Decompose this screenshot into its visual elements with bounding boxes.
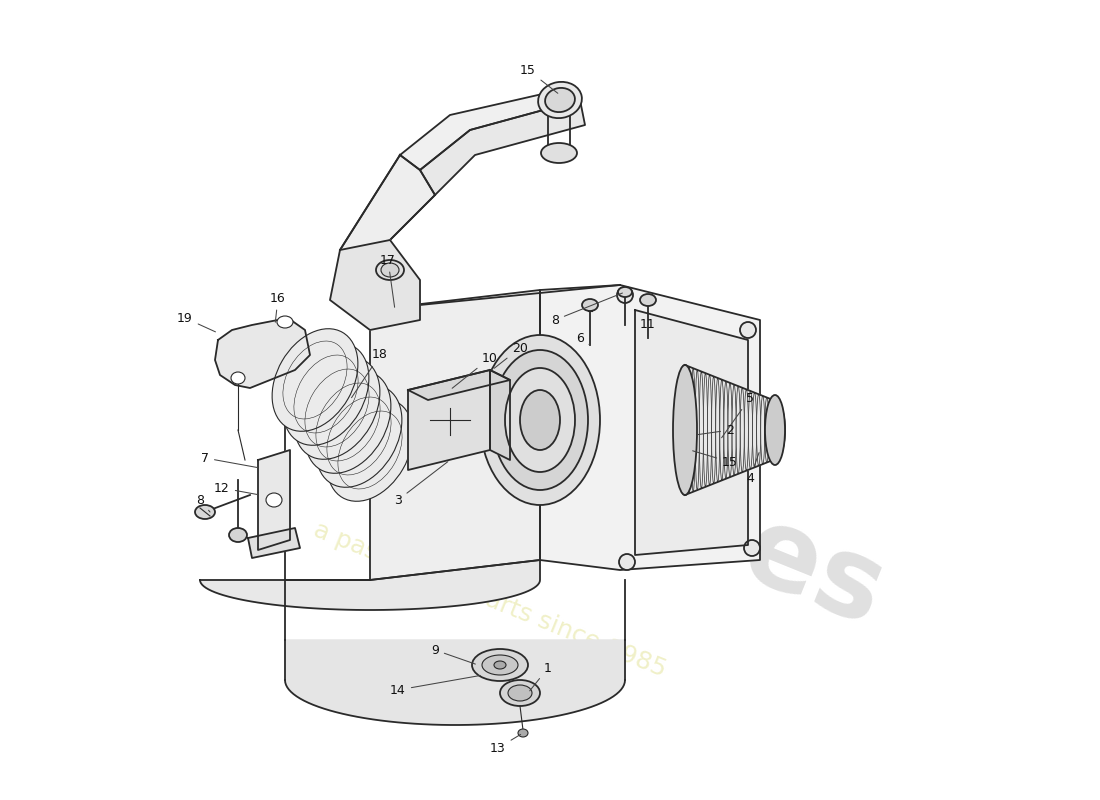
Text: 18: 18 (352, 349, 388, 398)
Ellipse shape (520, 390, 560, 450)
Ellipse shape (518, 729, 528, 737)
Ellipse shape (673, 365, 697, 495)
Ellipse shape (277, 316, 293, 328)
Text: 16: 16 (271, 291, 286, 322)
Polygon shape (420, 100, 585, 195)
Ellipse shape (675, 365, 695, 495)
Polygon shape (635, 310, 748, 555)
Ellipse shape (704, 373, 707, 487)
Ellipse shape (618, 287, 632, 297)
Ellipse shape (712, 376, 716, 484)
Ellipse shape (733, 385, 736, 475)
Ellipse shape (505, 368, 575, 472)
Text: 17: 17 (381, 254, 396, 307)
Ellipse shape (283, 342, 368, 446)
Ellipse shape (757, 394, 760, 466)
Ellipse shape (761, 396, 764, 464)
Ellipse shape (744, 540, 760, 556)
Text: 11: 11 (640, 318, 656, 338)
Ellipse shape (748, 391, 752, 469)
Ellipse shape (716, 378, 719, 482)
Polygon shape (214, 318, 310, 388)
Text: 19: 19 (177, 311, 216, 332)
Ellipse shape (316, 385, 402, 487)
Text: 3: 3 (394, 462, 448, 506)
Polygon shape (370, 290, 540, 580)
Text: 8: 8 (551, 293, 623, 326)
Ellipse shape (740, 388, 745, 472)
Ellipse shape (376, 260, 404, 280)
Text: 1: 1 (530, 662, 552, 691)
Ellipse shape (769, 399, 773, 461)
Ellipse shape (266, 493, 282, 507)
Polygon shape (200, 560, 540, 610)
Ellipse shape (508, 685, 532, 701)
Ellipse shape (231, 372, 245, 384)
Polygon shape (285, 640, 625, 725)
Ellipse shape (745, 390, 748, 470)
Text: 6: 6 (576, 331, 590, 345)
Ellipse shape (500, 680, 540, 706)
Polygon shape (685, 365, 775, 495)
Ellipse shape (229, 528, 248, 542)
Ellipse shape (538, 82, 582, 118)
Text: 13: 13 (491, 734, 520, 754)
Text: 7: 7 (201, 451, 257, 467)
Polygon shape (258, 450, 290, 550)
Text: euroPares: euroPares (270, 311, 899, 649)
Text: 15: 15 (693, 450, 738, 469)
Ellipse shape (707, 374, 712, 486)
Text: 5: 5 (722, 391, 754, 438)
Text: 4: 4 (746, 453, 759, 485)
Polygon shape (408, 370, 510, 400)
Ellipse shape (752, 393, 757, 467)
Ellipse shape (640, 294, 656, 306)
Text: 8: 8 (196, 494, 210, 512)
Text: 2: 2 (697, 423, 734, 437)
Polygon shape (490, 370, 510, 460)
Ellipse shape (482, 655, 518, 675)
Ellipse shape (381, 263, 399, 277)
Ellipse shape (728, 383, 732, 477)
Ellipse shape (724, 382, 728, 478)
Ellipse shape (691, 368, 695, 492)
Text: 12: 12 (214, 482, 257, 494)
Ellipse shape (617, 287, 632, 303)
Text: 15: 15 (520, 63, 558, 94)
Ellipse shape (719, 380, 724, 480)
Polygon shape (248, 528, 300, 558)
Ellipse shape (480, 335, 600, 505)
Ellipse shape (619, 554, 635, 570)
Ellipse shape (546, 88, 575, 112)
Text: 20: 20 (494, 342, 528, 368)
Ellipse shape (700, 371, 703, 489)
Text: 9: 9 (431, 643, 475, 664)
Ellipse shape (541, 143, 578, 163)
Ellipse shape (764, 398, 769, 462)
Ellipse shape (740, 322, 756, 338)
Ellipse shape (494, 661, 506, 669)
Ellipse shape (582, 299, 598, 311)
Ellipse shape (736, 386, 740, 474)
Polygon shape (400, 90, 580, 170)
Ellipse shape (272, 329, 358, 431)
Text: 10: 10 (452, 351, 498, 388)
Text: 14: 14 (390, 675, 481, 697)
Ellipse shape (327, 398, 412, 502)
Ellipse shape (764, 395, 785, 465)
Ellipse shape (472, 649, 528, 681)
Text: a passion for parts since 1985: a passion for parts since 1985 (310, 518, 670, 682)
Ellipse shape (688, 366, 691, 494)
Ellipse shape (305, 370, 390, 474)
Ellipse shape (764, 401, 785, 459)
Polygon shape (340, 155, 434, 260)
Ellipse shape (695, 370, 700, 490)
Polygon shape (330, 240, 420, 330)
Ellipse shape (492, 350, 588, 490)
Polygon shape (408, 370, 490, 470)
Ellipse shape (294, 357, 379, 459)
Polygon shape (540, 285, 760, 570)
Ellipse shape (195, 505, 214, 519)
